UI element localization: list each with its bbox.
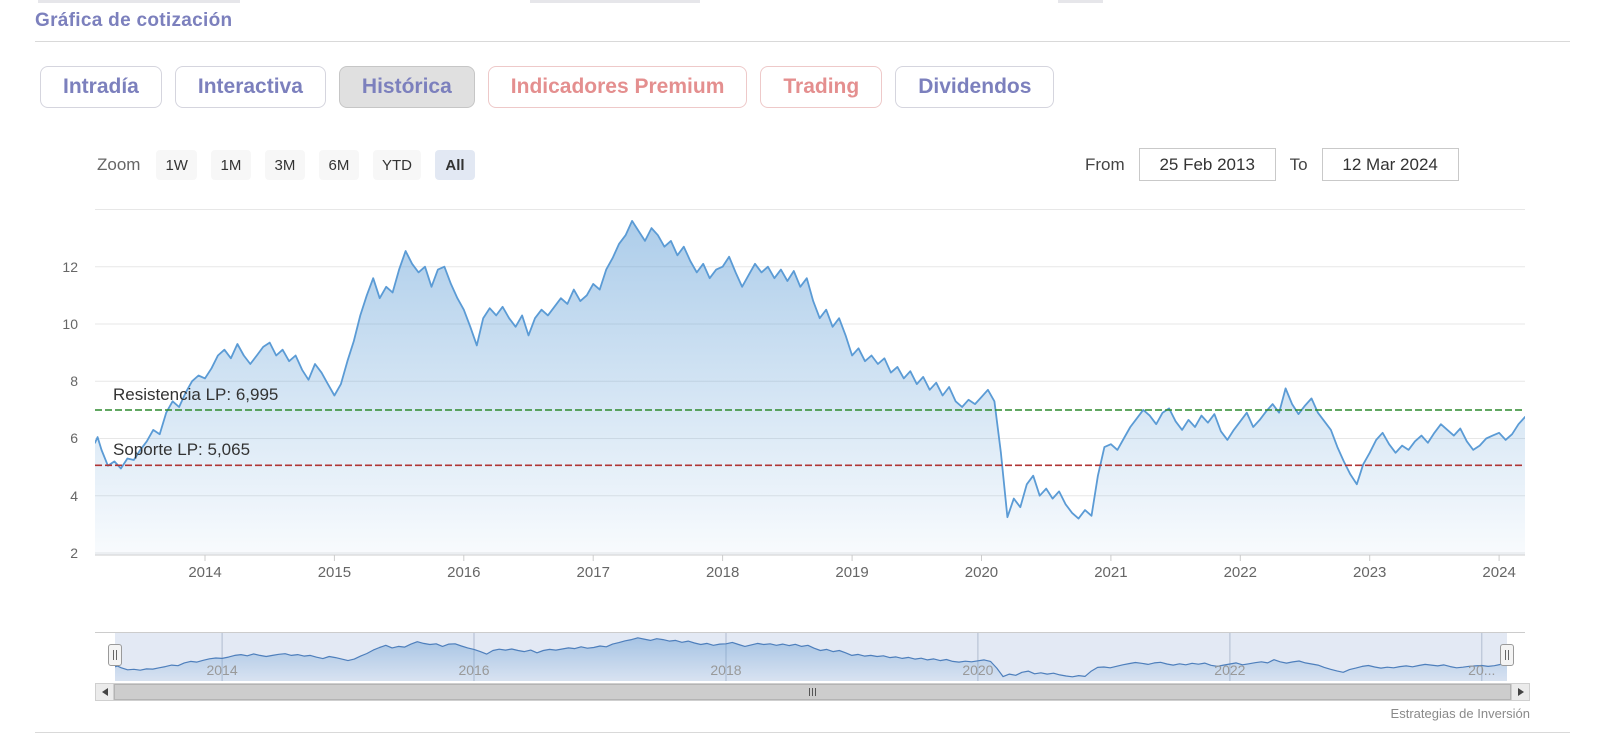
x-axis-label: 2021 — [1094, 564, 1128, 581]
price-area-chart[interactable] — [94, 198, 1526, 565]
from-date-input[interactable] — [1138, 148, 1276, 181]
range-button-all[interactable]: All — [434, 150, 475, 180]
tab-interactiva[interactable]: Interactiva — [174, 66, 326, 108]
bottom-divider — [35, 732, 1570, 733]
navigator-chart[interactable] — [114, 633, 1508, 681]
scroll-right-button[interactable] — [1511, 684, 1529, 700]
tab-dividendos[interactable]: Dividendos — [895, 66, 1055, 108]
support-plotline-label: Soporte LP: 5,065 — [113, 440, 251, 460]
navigator-divider — [95, 632, 1525, 633]
x-axis-label: 2023 — [1353, 564, 1387, 581]
zoom-label: Zoom — [97, 155, 141, 174]
navigator-year-label: 2020 — [962, 662, 994, 678]
x-axis-label: 2016 — [447, 564, 481, 581]
x-axis-label: 2022 — [1223, 564, 1257, 581]
x-axis-label: 2018 — [705, 564, 740, 581]
y-axis-label: 2 — [70, 545, 78, 561]
tab-indicadores-premium[interactable]: Indicadores Premium — [487, 66, 748, 108]
chart-tabs: Intradía Interactiva Histórica Indicador… — [40, 66, 1055, 108]
x-axis-label: 2020 — [964, 564, 999, 581]
to-date-input[interactable] — [1321, 148, 1459, 181]
x-axis-label: 2014 — [188, 564, 222, 581]
range-button-1w[interactable]: 1W — [156, 150, 197, 180]
navigator-handle-left[interactable] — [108, 644, 122, 666]
scrollbar-thumb[interactable] — [114, 684, 1511, 700]
tab-historica[interactable]: Histórica — [338, 66, 475, 108]
arrow-right-icon — [1517, 688, 1524, 696]
x-axis-label: 2015 — [317, 564, 352, 581]
arrow-left-icon — [101, 688, 108, 696]
tab-trading[interactable]: Trading — [760, 66, 883, 108]
zoom-range-toolbar: Zoom 1W 1M 3M 6M YTD All — [97, 150, 475, 180]
y-axis-label: 12 — [62, 258, 78, 275]
navigator-year-label: 2016 — [458, 662, 490, 678]
from-label: From — [1085, 154, 1125, 174]
navigator-year-label: 2018 — [710, 662, 742, 678]
chart-credit: Estrategias de Inversión — [1390, 706, 1530, 721]
range-button-1m[interactable]: 1M — [210, 150, 251, 180]
range-button-3m[interactable]: 3M — [264, 150, 305, 180]
top-edge-fragment — [1058, 0, 1103, 3]
y-axis-label: 8 — [70, 373, 78, 390]
x-axis-label: 2024 — [1482, 564, 1516, 581]
chart-scrollbar — [95, 683, 1530, 701]
x-axis-label: 2017 — [576, 564, 610, 581]
navigator-year-label: 2014 — [206, 662, 238, 678]
y-axis-label: 4 — [70, 487, 78, 504]
navigator-year-label: 20... — [1468, 662, 1496, 678]
range-button-6m[interactable]: 6M — [318, 150, 359, 180]
to-label: To — [1289, 154, 1308, 174]
top-edge-fragment — [530, 0, 700, 3]
navigator-year-label: 2022 — [1214, 662, 1246, 678]
date-range-controls: From To — [1085, 148, 1459, 181]
scroll-left-button[interactable] — [96, 684, 114, 700]
y-axis-label: 10 — [62, 315, 78, 332]
title-divider — [35, 41, 1570, 42]
range-button-ytd[interactable]: YTD — [372, 150, 421, 180]
tab-intradia[interactable]: Intradía — [40, 66, 162, 108]
navigator-handle-right[interactable] — [1500, 644, 1514, 666]
page-title: Gráfica de cotización — [35, 10, 233, 31]
y-axis-label: 6 — [70, 430, 78, 447]
top-edge-fragment — [38, 0, 240, 3]
resistance-plotline-label: Resistencia LP: 6,995 — [113, 384, 279, 404]
x-axis-label: 2019 — [835, 564, 869, 581]
